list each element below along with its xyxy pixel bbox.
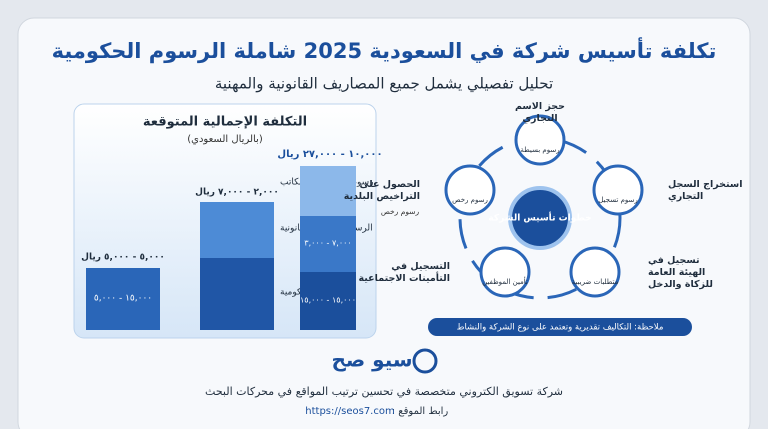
- step-note: رسوم رخص: [381, 207, 420, 216]
- link-label: رابط الموقع :: [392, 406, 449, 417]
- step-label: متطلبات ضريبية: [572, 278, 619, 286]
- step-title: حجز الاسم التجاري: [515, 101, 565, 124]
- subtitle: تحليل تفصيلي يشمل جميع المصاريف القانوني…: [215, 75, 553, 94]
- step-nodes: رسوم بسيطة حجز الاسم التجاري رسوم تسجيل استخ…: [344, 101, 742, 298]
- bar-segment: [200, 258, 274, 330]
- bar-segment: [300, 272, 356, 330]
- step-node: [479, 246, 531, 298]
- link[interactable]: https://seos7.com: [305, 406, 394, 417]
- center-node: [508, 186, 572, 250]
- center-label: خطوات تأسيس الشركة: [488, 212, 591, 224]
- bar-total: ٥,٠٠٠ - ٥,٠٠٠ ريال: [81, 253, 165, 263]
- bar-segment: [300, 166, 356, 216]
- bar-segment: [86, 268, 160, 330]
- bar-label: ١٥,٠٠٠ - ١٥,٠٠٠: [300, 296, 356, 305]
- step-node: [592, 164, 644, 216]
- title: تكلفة تأسيس شركة في السعودية 2025 شاملة …: [52, 36, 717, 63]
- card-unit: (بالريال السعودي): [187, 134, 263, 145]
- step-label: رسوم رخص: [452, 196, 488, 204]
- step-label: رسوم بسيطة: [520, 146, 559, 154]
- step-title: التسجيل في التأمينات الاجتماعية: [359, 261, 450, 284]
- logo: سيو صح: [331, 348, 412, 372]
- card-title: التكلفة الإجمالية المتوقعة: [143, 115, 307, 130]
- note: ملاحظة: التكاليف تقديرية وتعتمد على نوع …: [457, 323, 664, 333]
- bar-total: ٢,٠٠٠ - ٧,٠٠٠ ريال: [195, 188, 279, 198]
- bar-segment: [200, 202, 274, 258]
- step-title: الحصول على التراخيص البلدية: [344, 179, 420, 202]
- step-label: تأمين الموظفين: [482, 276, 528, 286]
- bar-label: ٧,٠٠٠ - ٣,٠٠٠: [304, 239, 351, 248]
- bar-total: ١٠,٠٠٠ - ٢٧,٠٠٠ ريال: [277, 149, 382, 160]
- logo-icon: [412, 348, 438, 374]
- step-title: استخراج السجل التجاري: [668, 179, 742, 202]
- step-node: [569, 246, 621, 298]
- step-title: تسجيل في الهيئة العامة للزكاة والدخل: [648, 255, 713, 290]
- description: شركة تسويق الكتروني متخصصة في تحسين ترتي…: [205, 385, 563, 399]
- bar-label: ١٥,٠٠٠ - ٥,٠٠٠: [94, 294, 152, 304]
- bar-segment: [300, 216, 356, 272]
- step-node: [514, 114, 566, 166]
- step-label: رسوم تسجيل: [598, 196, 638, 204]
- note-bar: [428, 318, 692, 336]
- step-node: [444, 164, 496, 216]
